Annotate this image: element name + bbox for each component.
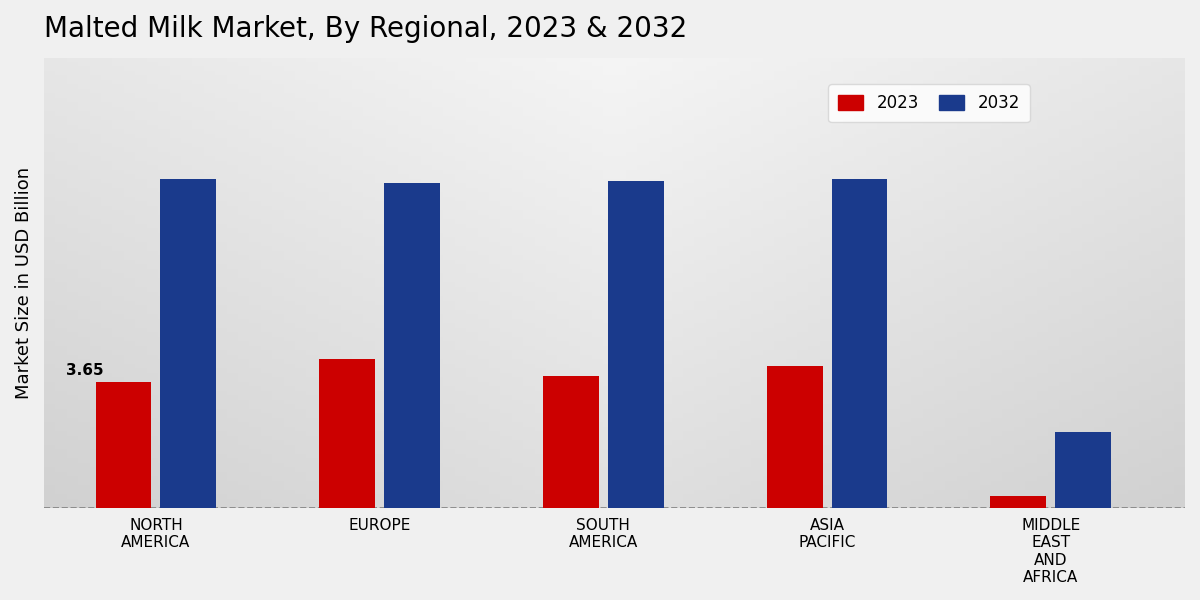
Bar bbox=[96, 382, 151, 508]
Bar bbox=[542, 376, 599, 508]
Bar bbox=[384, 182, 440, 508]
Bar bbox=[608, 181, 664, 508]
Bar bbox=[161, 179, 216, 508]
Bar bbox=[832, 179, 888, 508]
Text: Malted Milk Market, By Regional, 2023 & 2032: Malted Milk Market, By Regional, 2023 & … bbox=[44, 15, 688, 43]
Bar bbox=[767, 366, 823, 508]
Y-axis label: Market Size in USD Billion: Market Size in USD Billion bbox=[14, 167, 34, 399]
Bar bbox=[319, 359, 376, 508]
Bar bbox=[990, 496, 1046, 508]
Bar bbox=[1055, 432, 1111, 508]
Text: 3.65: 3.65 bbox=[66, 363, 104, 378]
Legend: 2023, 2032: 2023, 2032 bbox=[828, 84, 1030, 122]
